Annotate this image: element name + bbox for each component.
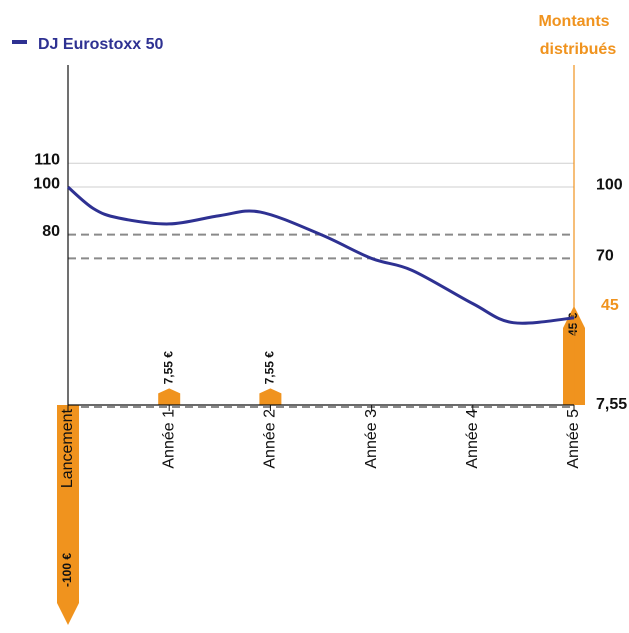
x-tick-label: Lancement xyxy=(59,408,76,488)
right-axis-label: distribués xyxy=(540,41,617,58)
x-tick-label: Année 3 xyxy=(363,409,380,469)
flow-label: 7,55 € xyxy=(263,351,277,385)
y-tick-label: 110 xyxy=(34,151,60,168)
x-tick-label: Année 4 xyxy=(464,409,481,469)
y-tick-label: 100 xyxy=(33,175,60,192)
y-right-tick-label: 7,55 xyxy=(596,396,627,413)
x-tick-label: Année 5 xyxy=(565,409,582,469)
flow-label: 45 € xyxy=(566,312,580,336)
flow-label: 7,55 € xyxy=(161,351,175,385)
legend-label: DJ Eurostoxx 50 xyxy=(38,36,163,53)
flow-arrow xyxy=(158,388,181,405)
flow-arrow xyxy=(259,388,282,405)
y-right-tick-label: 70 xyxy=(596,248,614,265)
right-axis-label: Montants xyxy=(538,13,609,30)
x-tick-label: Année 1 xyxy=(160,409,177,469)
flow-label: -100 € xyxy=(60,553,74,587)
y-tick-label: 80 xyxy=(42,223,60,240)
annotation: 45 xyxy=(601,297,619,314)
x-tick-label: Année 2 xyxy=(262,409,279,469)
y-right-tick-label: 100 xyxy=(596,176,623,193)
series-line xyxy=(67,185,575,325)
flow-arrow xyxy=(57,405,79,625)
